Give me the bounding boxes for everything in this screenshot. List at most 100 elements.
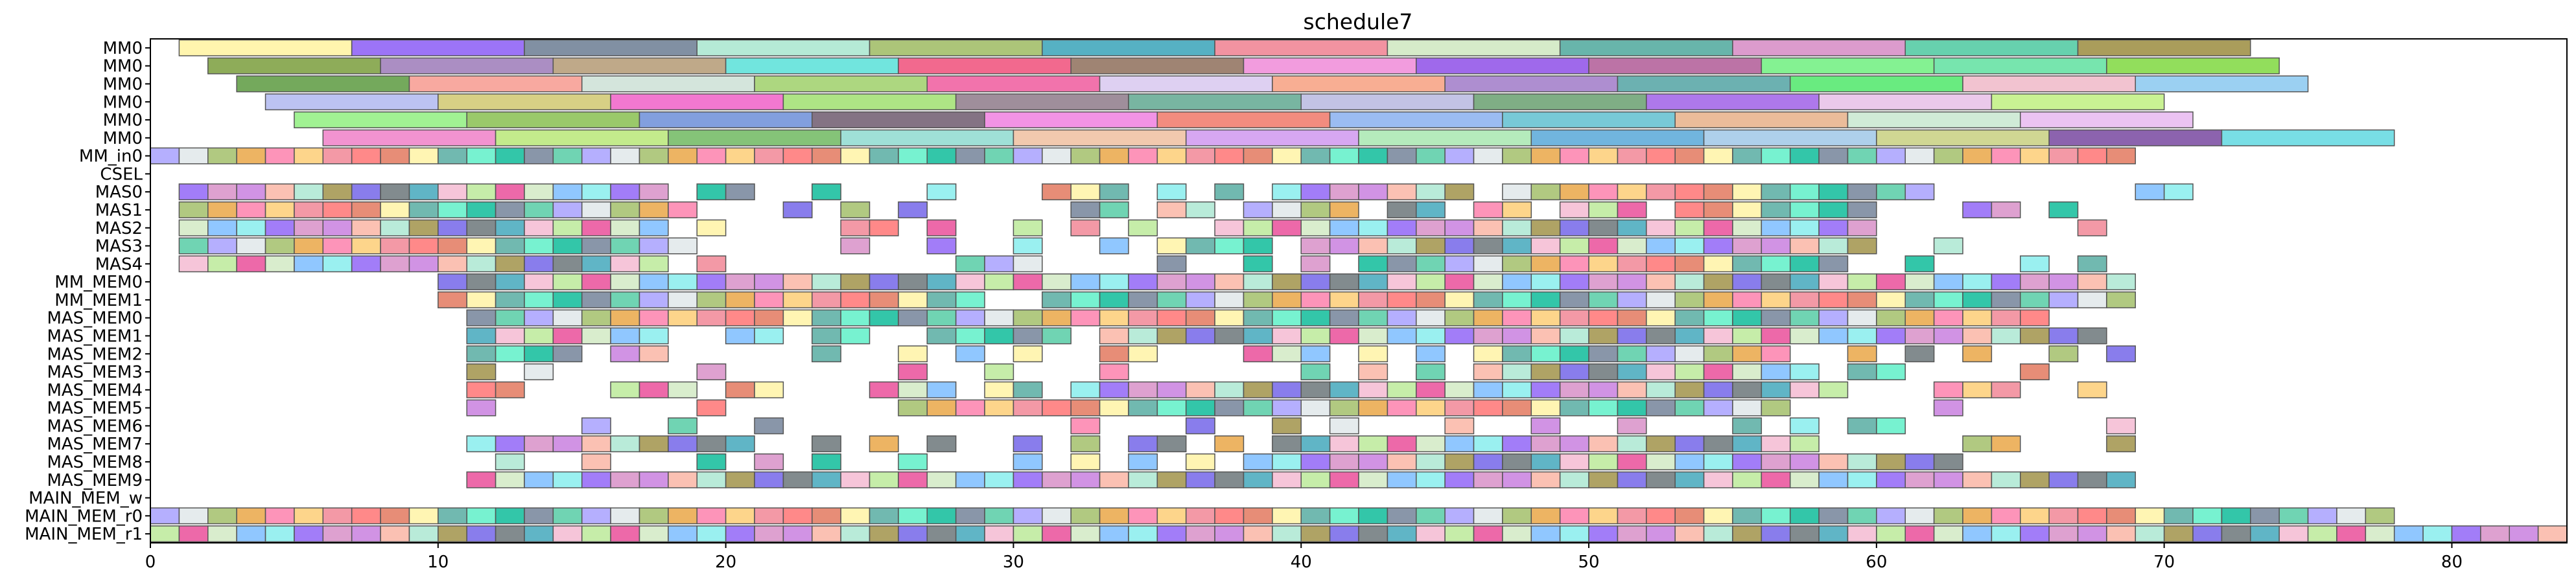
task-bar	[955, 507, 985, 525]
task-bar	[1013, 525, 1043, 543]
task-bar	[1128, 525, 1158, 543]
task-bar	[1214, 39, 1388, 56]
task-bar	[1070, 471, 1101, 488]
task-bar	[1329, 399, 1359, 417]
task-bar	[294, 219, 324, 236]
task-bar	[984, 327, 1014, 345]
task-bar	[898, 57, 1071, 74]
task-bar	[1818, 507, 1849, 525]
task-bar	[1243, 147, 1273, 165]
task-bar	[1300, 525, 1331, 543]
x-axis: 0 10 20 30 40 50 60 70 80	[145, 543, 2463, 572]
task-bar	[668, 201, 697, 218]
task-bar	[1646, 255, 1676, 273]
task-bar	[1933, 57, 2107, 74]
task-bar	[1358, 399, 1388, 417]
task-bar	[552, 219, 583, 236]
task-bar	[1473, 219, 1503, 236]
task-bar	[1559, 39, 1733, 56]
task-bar	[1646, 291, 1676, 308]
task-bar	[984, 381, 1014, 398]
task-bar	[1789, 201, 1820, 218]
task-bar	[984, 111, 1158, 129]
x-tick-label: 60	[1866, 553, 1887, 572]
task-bar	[1876, 471, 1906, 488]
task-bar	[840, 273, 871, 291]
task-bar	[1617, 417, 1647, 435]
task-bar	[1674, 201, 1705, 218]
task-bar	[1962, 507, 1993, 525]
task-bar	[1387, 525, 1417, 543]
task-bar	[1674, 435, 1705, 453]
task-bar	[1358, 237, 1388, 255]
task-bar	[1185, 201, 1215, 218]
task-bar	[1243, 57, 1417, 74]
task-bar	[1789, 147, 1820, 165]
task-bar	[322, 255, 353, 273]
task-bar	[638, 237, 669, 255]
task-bar	[1358, 453, 1388, 470]
task-bar	[1876, 273, 1906, 291]
task-bar	[1502, 273, 1532, 291]
task-bar	[898, 273, 928, 291]
task-bar	[1588, 471, 1619, 488]
task-bar	[1588, 453, 1619, 470]
task-bar	[380, 507, 410, 525]
task-bar	[1646, 237, 1676, 255]
task-bar	[1070, 147, 1101, 165]
task-bar	[754, 417, 784, 435]
task-bar	[1847, 453, 1877, 470]
task-bar	[178, 237, 209, 255]
task-bar	[1099, 471, 1129, 488]
task-bar	[466, 309, 497, 326]
task-bar	[1099, 273, 1129, 291]
task-bar	[1876, 147, 1906, 165]
task-bar	[869, 435, 899, 453]
task-bar	[1646, 327, 1676, 345]
task-bar	[1732, 363, 1762, 381]
task-bar	[1559, 183, 1589, 201]
row-labels: MM0MM0MM0MM0MM0MM0MM_in0CSELMAS0MAS1MAS2…	[25, 39, 150, 544]
task-bar	[1962, 201, 1993, 218]
task-bar	[1214, 237, 1245, 255]
task-bar	[782, 201, 813, 218]
task-bar	[1387, 39, 1561, 56]
task-bar	[236, 219, 266, 236]
task-bar	[1502, 111, 1676, 129]
task-bar	[207, 57, 381, 74]
task-bar	[1530, 381, 1561, 398]
task-bar	[1703, 471, 1733, 488]
task-bar	[984, 255, 1014, 273]
task-bar	[1617, 453, 1647, 470]
task-bar	[1156, 525, 1187, 543]
task-bar	[610, 183, 640, 201]
task-bar	[1272, 345, 1302, 363]
task-bar	[926, 309, 957, 326]
task-bar	[984, 309, 1014, 326]
task-bar	[1473, 345, 1503, 363]
task-bar	[1674, 525, 1705, 543]
task-bar	[2106, 147, 2137, 165]
task-bar	[1732, 147, 1762, 165]
task-bar	[1272, 309, 1302, 326]
row-label: MM0	[103, 39, 143, 58]
task-bar	[1473, 201, 1503, 218]
task-bar	[1617, 147, 1647, 165]
task-bar	[552, 57, 727, 74]
task-bar	[1962, 327, 1993, 345]
x-tick-label: 50	[1578, 553, 1600, 572]
task-bar	[1387, 183, 1417, 201]
task-bar	[2048, 129, 2223, 146]
task-bar	[380, 183, 410, 201]
task-bar	[1761, 273, 1791, 291]
task-bar	[725, 327, 755, 345]
task-bar	[984, 525, 1014, 543]
task-bar	[1300, 381, 1331, 398]
task-bar	[2336, 525, 2367, 543]
task-bar	[1185, 309, 1215, 326]
task-bar	[552, 345, 583, 363]
task-bar	[322, 183, 353, 201]
task-bar	[1473, 471, 1503, 488]
task-bar	[1761, 345, 1791, 363]
task-bar	[236, 237, 266, 255]
